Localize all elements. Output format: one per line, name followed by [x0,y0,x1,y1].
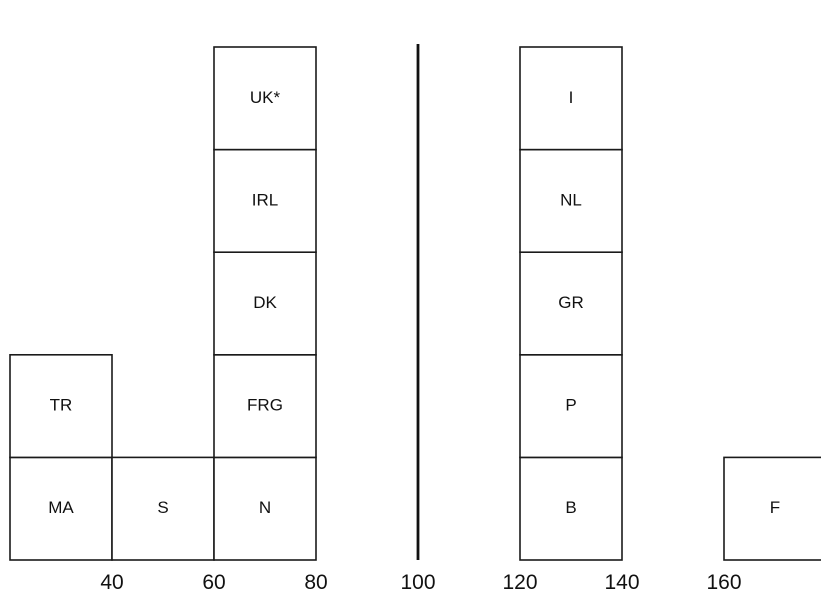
country-boxes: MA TR S N FRG DK IRL UK* B P GR NL I F [9,46,821,561]
box-label-n: N [259,498,271,517]
box-tr [9,353,113,459]
x-tick-label-60: 60 [202,571,225,592]
box-b [519,456,623,561]
box-f [723,456,821,561]
box-s [111,456,215,561]
box-label-p: P [565,396,576,415]
box-label-dk: DK [253,293,277,312]
box-irl [213,148,317,254]
box-gr [519,251,623,356]
box-uk [213,46,317,151]
box-label-irl: IRL [252,190,278,209]
box-i [519,46,623,151]
box-label-nl: NL [560,190,582,209]
box-n [213,456,317,561]
box-label-b: B [565,498,576,517]
x-tick-label-100: 100 [400,571,435,592]
box-label-tr: TR [50,396,73,415]
box-p [519,353,623,459]
x-tick-label-160: 160 [706,571,741,592]
box-dk [213,251,317,356]
box-ma [9,456,113,561]
box-label-uk: UK* [250,88,281,107]
x-tick-label-120: 120 [502,571,537,592]
box-label-f: F [770,498,780,517]
box-label-gr: GR [558,293,584,312]
x-tick-label-40: 40 [100,571,123,592]
box-label-s: S [157,498,168,517]
box-label-ma: MA [48,498,74,517]
box-frg [213,353,317,459]
box-nl [519,148,623,254]
x-tick-label-140: 140 [604,571,639,592]
x-axis-ticks: 40 60 80 100 120 140 160 [100,571,741,592]
x-tick-label-80: 80 [304,571,327,592]
box-label-i: I [569,88,574,107]
box-label-frg: FRG [247,396,283,415]
